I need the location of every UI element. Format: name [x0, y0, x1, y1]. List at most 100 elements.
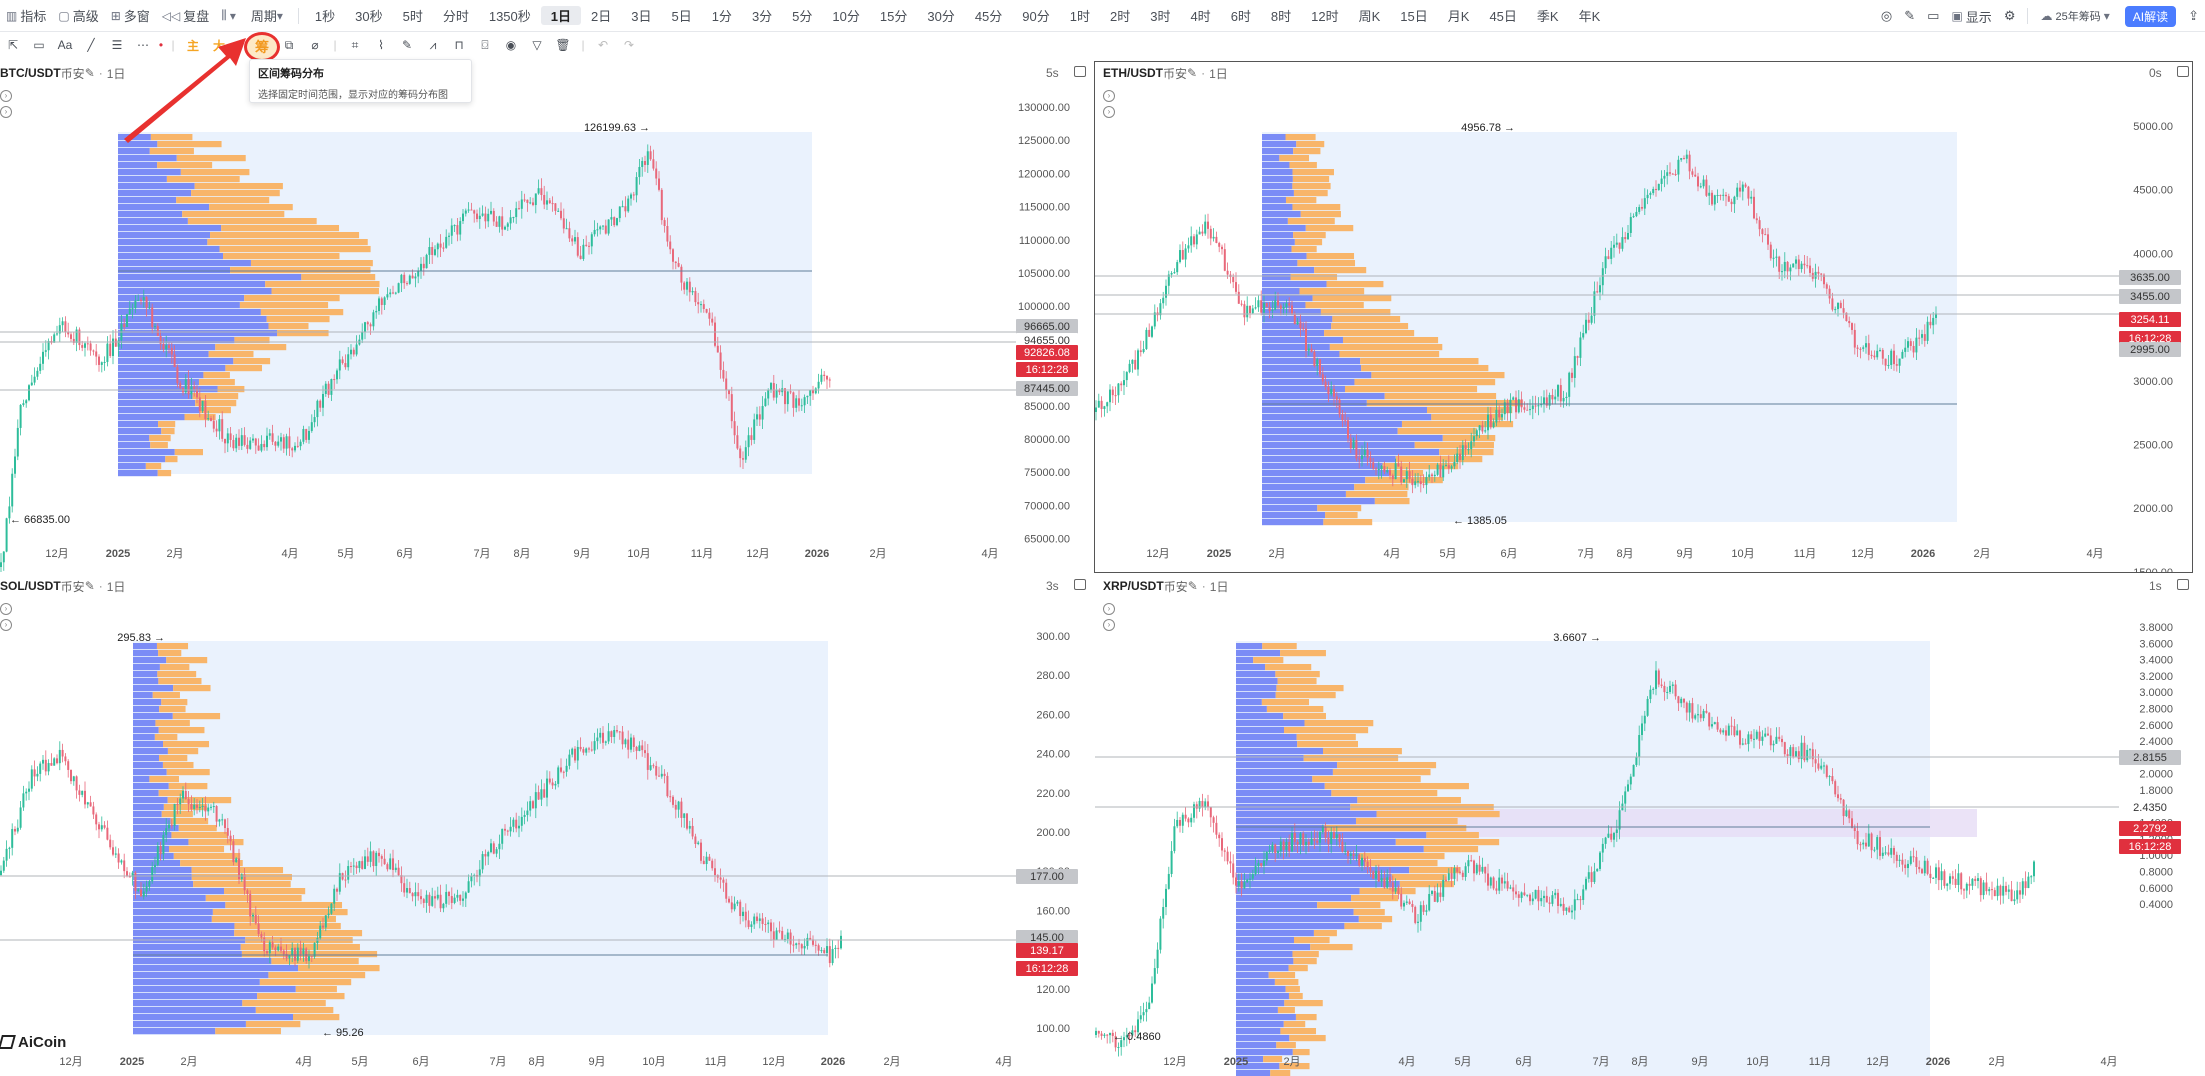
chart-pattern-icon[interactable]: ⩘ [429, 37, 437, 52]
screenshot-icon[interactable] [2177, 66, 2189, 77]
period-option[interactable]: 6时 [1230, 9, 1251, 24]
period-selector[interactable]: 周期 ▾ [245, 4, 292, 28]
chip-distribution [1236, 643, 1500, 1076]
symbol-label[interactable]: SOL/USDT [0, 579, 61, 593]
expand-indicators-icon[interactable]: › [0, 90, 12, 102]
undo-icon[interactable]: ↶ [597, 38, 609, 52]
pen-icon[interactable]: ✎ [401, 38, 413, 52]
trendline-icon[interactable]: ╱ [87, 38, 95, 52]
period-option[interactable]: 45分 [974, 9, 1003, 24]
chart-canvas[interactable]: 5000.004500.004000.003500.003000.002500.… [1095, 62, 2192, 572]
period-option[interactable]: 1分 [711, 9, 732, 24]
period-option[interactable]: 1350秒 [488, 9, 531, 24]
period-option[interactable]: 5日 [671, 9, 692, 24]
screenshot-icon[interactable] [1074, 579, 1086, 590]
chart-panel-xrp[interactable]: XRP/USDT 币安 ✎ · 1日 1s › › 3.8000 3.6000 3.4000 3.… [1095, 575, 2192, 1076]
period-option[interactable]: 8时 [1270, 9, 1292, 24]
chart-canvas[interactable]: 3.80003.60003.40003.20003.00002.80002.60… [1095, 575, 2192, 1076]
period-option[interactable]: 15分 [879, 9, 908, 24]
expand-indicators-icon[interactable]: › [1103, 90, 1115, 102]
symbol-label[interactable]: XRP/USDT [1103, 579, 1164, 593]
period-option[interactable]: 周K [1358, 9, 1381, 24]
chart-settings-icon[interactable]: ⇱ [7, 38, 19, 52]
screenshot-icon[interactable] [1074, 66, 1086, 77]
lock-icon[interactable]: ⊓ [454, 38, 464, 52]
symbol-label[interactable]: BTC/USDT [0, 66, 61, 80]
trash-icon[interactable]: 🗑 [555, 38, 571, 52]
period-option[interactable]: 30分 [927, 9, 955, 24]
camera-icon[interactable]: ◎ [1880, 8, 1893, 23]
period-option[interactable]: 5分 [792, 9, 813, 24]
period-option[interactable]: 1日 [540, 6, 581, 25]
candle-body [1635, 757, 1638, 765]
collapse-indicators-icon[interactable]: › [0, 106, 12, 118]
period-option[interactable]: 2日 [591, 9, 612, 24]
chart-panel-eth[interactable]: ETH/USDT 币安 ✎ · 1日 0s › › 5000.00 4500.00 4000.0… [1094, 61, 2193, 573]
theme-selector[interactable]: ☁ 25年筹码 ▾ [2034, 4, 2118, 28]
period-option[interactable]: 10分 [832, 9, 860, 24]
period-option[interactable]: 12时 [1311, 9, 1339, 24]
period-option[interactable]: 2时 [1109, 9, 1131, 24]
brush-off-icon[interactable]: ⌀ [311, 38, 319, 52]
period-option[interactable]: 4时 [1190, 9, 1211, 24]
period-option[interactable]: 1时 [1069, 9, 1090, 24]
eye-icon[interactable]: ◉ [505, 38, 517, 52]
period-option[interactable]: 30秒 [355, 9, 383, 24]
chart-type-selector[interactable]: ⫼ ▾ [215, 4, 245, 28]
edit-icon[interactable]: ✎ [84, 66, 95, 80]
edit-icon[interactable]: ✎ [84, 579, 95, 593]
period-option[interactable]: 季K [1536, 9, 1559, 24]
sub-chart-button[interactable]: 大 [212, 38, 225, 53]
period-option[interactable]: 月K [1447, 9, 1470, 24]
toolbar-item-1[interactable]: ▢ 高级 [52, 4, 104, 28]
period-option[interactable]: 90分 [1022, 9, 1050, 24]
edit-icon[interactable]: ✎ [1904, 8, 1916, 23]
toolbar-item-3[interactable]: ◁◁ 复盘 [156, 4, 215, 28]
filter-icon[interactable]: ▽ [532, 38, 542, 52]
expand-indicators-icon[interactable]: › [1103, 603, 1115, 615]
ai-interpret-button[interactable]: AI解读 [2124, 5, 2177, 27]
expand-indicators-icon[interactable]: › [0, 603, 12, 615]
display-toggle[interactable]: ▣ 显示 [1945, 4, 1997, 28]
chart-canvas[interactable]: 130000.00125000.00120000.00115000.001100… [0, 62, 1092, 572]
period-option[interactable]: 3时 [1150, 9, 1171, 24]
crop-icon[interactable]: ⌗ [351, 37, 359, 52]
period-option[interactable]: 45日 [1489, 9, 1517, 24]
period-option[interactable]: 5时 [402, 9, 423, 24]
period-option[interactable]: 1秒 [314, 9, 336, 24]
layout-icon[interactable]: ▭ [1927, 8, 1940, 23]
symbol-label[interactable]: ETH/USDT [1103, 66, 1163, 80]
edit-icon[interactable]: ✎ [1187, 66, 1198, 80]
horizontal-lines-icon[interactable]: ☰ [111, 38, 123, 52]
candle-body [814, 388, 817, 394]
candle-body [1554, 396, 1557, 400]
copy-icon[interactable]: ⧉ [284, 37, 294, 52]
collapse-indicators-icon[interactable]: › [1103, 106, 1115, 118]
magnet-icon[interactable]: ⌼ [481, 37, 489, 52]
period-option[interactable]: 15日 [1400, 9, 1428, 24]
collapse-indicators-icon[interactable]: › [1103, 619, 1115, 631]
share-icon[interactable]: ⇪ [2188, 8, 2199, 23]
toolbar-item-0[interactable]: ▥ 指标 [0, 4, 52, 28]
candle-body [1187, 818, 1190, 823]
rectangle-icon[interactable]: ▭ [33, 38, 45, 52]
edit-icon[interactable]: ✎ [1187, 579, 1198, 593]
chart-canvas[interactable]: 300.00280.00260.00240.00220.00200.00180.… [0, 575, 1092, 1076]
period-option[interactable]: 年K [1578, 9, 1601, 24]
candle-body [585, 244, 588, 246]
screenshot-icon[interactable] [2177, 579, 2189, 590]
main-chart-button[interactable]: 主 [186, 38, 199, 53]
more-dots-icon[interactable]: ⋯ [137, 38, 149, 52]
chip-distribution-button[interactable]: 筹 [244, 32, 280, 62]
redo-icon[interactable]: ↷ [623, 38, 635, 52]
ruler-icon[interactable]: ⌇ [378, 38, 384, 52]
text-icon[interactable]: Aa [57, 38, 73, 52]
collapse-indicators-icon[interactable]: › [0, 619, 12, 631]
settings-icon[interactable]: ⚙ [2003, 8, 2016, 23]
period-option[interactable]: 分时 [442, 9, 469, 24]
chart-panel-sol[interactable]: SOL/USDT 币安 ✎ · 1日 3s › › 300.00 280.00 260.00 24… [0, 575, 1092, 1076]
period-option[interactable]: 3分 [751, 9, 773, 24]
chart-panel-btc[interactable]: BTC/USDT 币安 ✎ · 1日 5s › › 130000.00 125000.00 12… [0, 62, 1092, 572]
toolbar-item-2[interactable]: ⊞ 多窗 [105, 4, 156, 28]
period-option[interactable]: 3日 [631, 9, 652, 24]
